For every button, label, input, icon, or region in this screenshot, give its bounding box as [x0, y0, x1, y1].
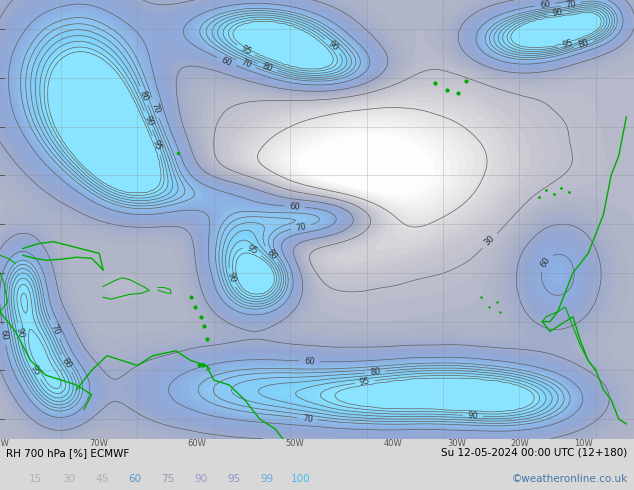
Text: 60: 60 [220, 55, 233, 68]
Text: 70W: 70W [89, 439, 108, 447]
Text: 99: 99 [261, 474, 274, 484]
Text: 60: 60 [128, 474, 141, 484]
Text: 80: 80 [370, 367, 381, 377]
Text: 70: 70 [150, 101, 162, 115]
Text: 75: 75 [162, 474, 174, 484]
Text: 10W: 10W [574, 439, 593, 447]
Text: 95: 95 [29, 364, 42, 377]
Text: 80: 80 [60, 357, 73, 370]
Text: 90: 90 [326, 39, 340, 53]
Text: 60: 60 [289, 202, 301, 212]
Text: RH 700 hPa [%] ECMWF: RH 700 hPa [%] ECMWF [6, 448, 129, 458]
Text: 95: 95 [359, 377, 370, 387]
Text: 90: 90 [142, 114, 155, 127]
Text: 50W: 50W [285, 439, 304, 447]
Text: 100: 100 [290, 474, 310, 484]
Text: 95: 95 [245, 244, 259, 257]
Text: 40W: 40W [384, 439, 403, 447]
Text: 70: 70 [49, 323, 61, 336]
Text: 70: 70 [565, 0, 577, 10]
Text: 95: 95 [562, 38, 574, 50]
Text: 30: 30 [62, 474, 75, 484]
Text: 60W: 60W [187, 439, 206, 447]
Text: 70: 70 [295, 221, 307, 232]
Text: 60: 60 [539, 0, 551, 10]
Text: ©weatheronline.co.uk: ©weatheronline.co.uk [512, 474, 628, 484]
Text: 60: 60 [538, 255, 552, 269]
Text: 95: 95 [150, 139, 162, 152]
Text: 90: 90 [552, 8, 563, 18]
Text: Su 12-05-2024 00:00 UTC (12+180): Su 12-05-2024 00:00 UTC (12+180) [441, 448, 628, 458]
Text: 30W: 30W [447, 439, 466, 447]
Text: 80: 80 [138, 89, 150, 102]
Text: 80: 80 [261, 61, 274, 73]
Text: 60: 60 [304, 357, 315, 366]
Text: 90: 90 [226, 271, 237, 284]
Text: 80: 80 [264, 247, 278, 262]
Text: 60: 60 [0, 329, 10, 341]
Text: 90: 90 [15, 327, 25, 339]
Text: 30: 30 [483, 234, 497, 248]
Text: 90: 90 [195, 474, 208, 484]
Text: 95: 95 [228, 474, 241, 484]
Text: 70: 70 [302, 414, 313, 424]
Text: 70: 70 [240, 58, 253, 70]
Text: 95: 95 [239, 44, 253, 57]
Text: 20W: 20W [510, 439, 529, 447]
Text: 15: 15 [29, 474, 42, 484]
Text: 80: 80 [577, 38, 590, 50]
Text: 90: 90 [467, 411, 478, 420]
Text: 45: 45 [95, 474, 108, 484]
Text: 80W: 80W [0, 439, 10, 447]
